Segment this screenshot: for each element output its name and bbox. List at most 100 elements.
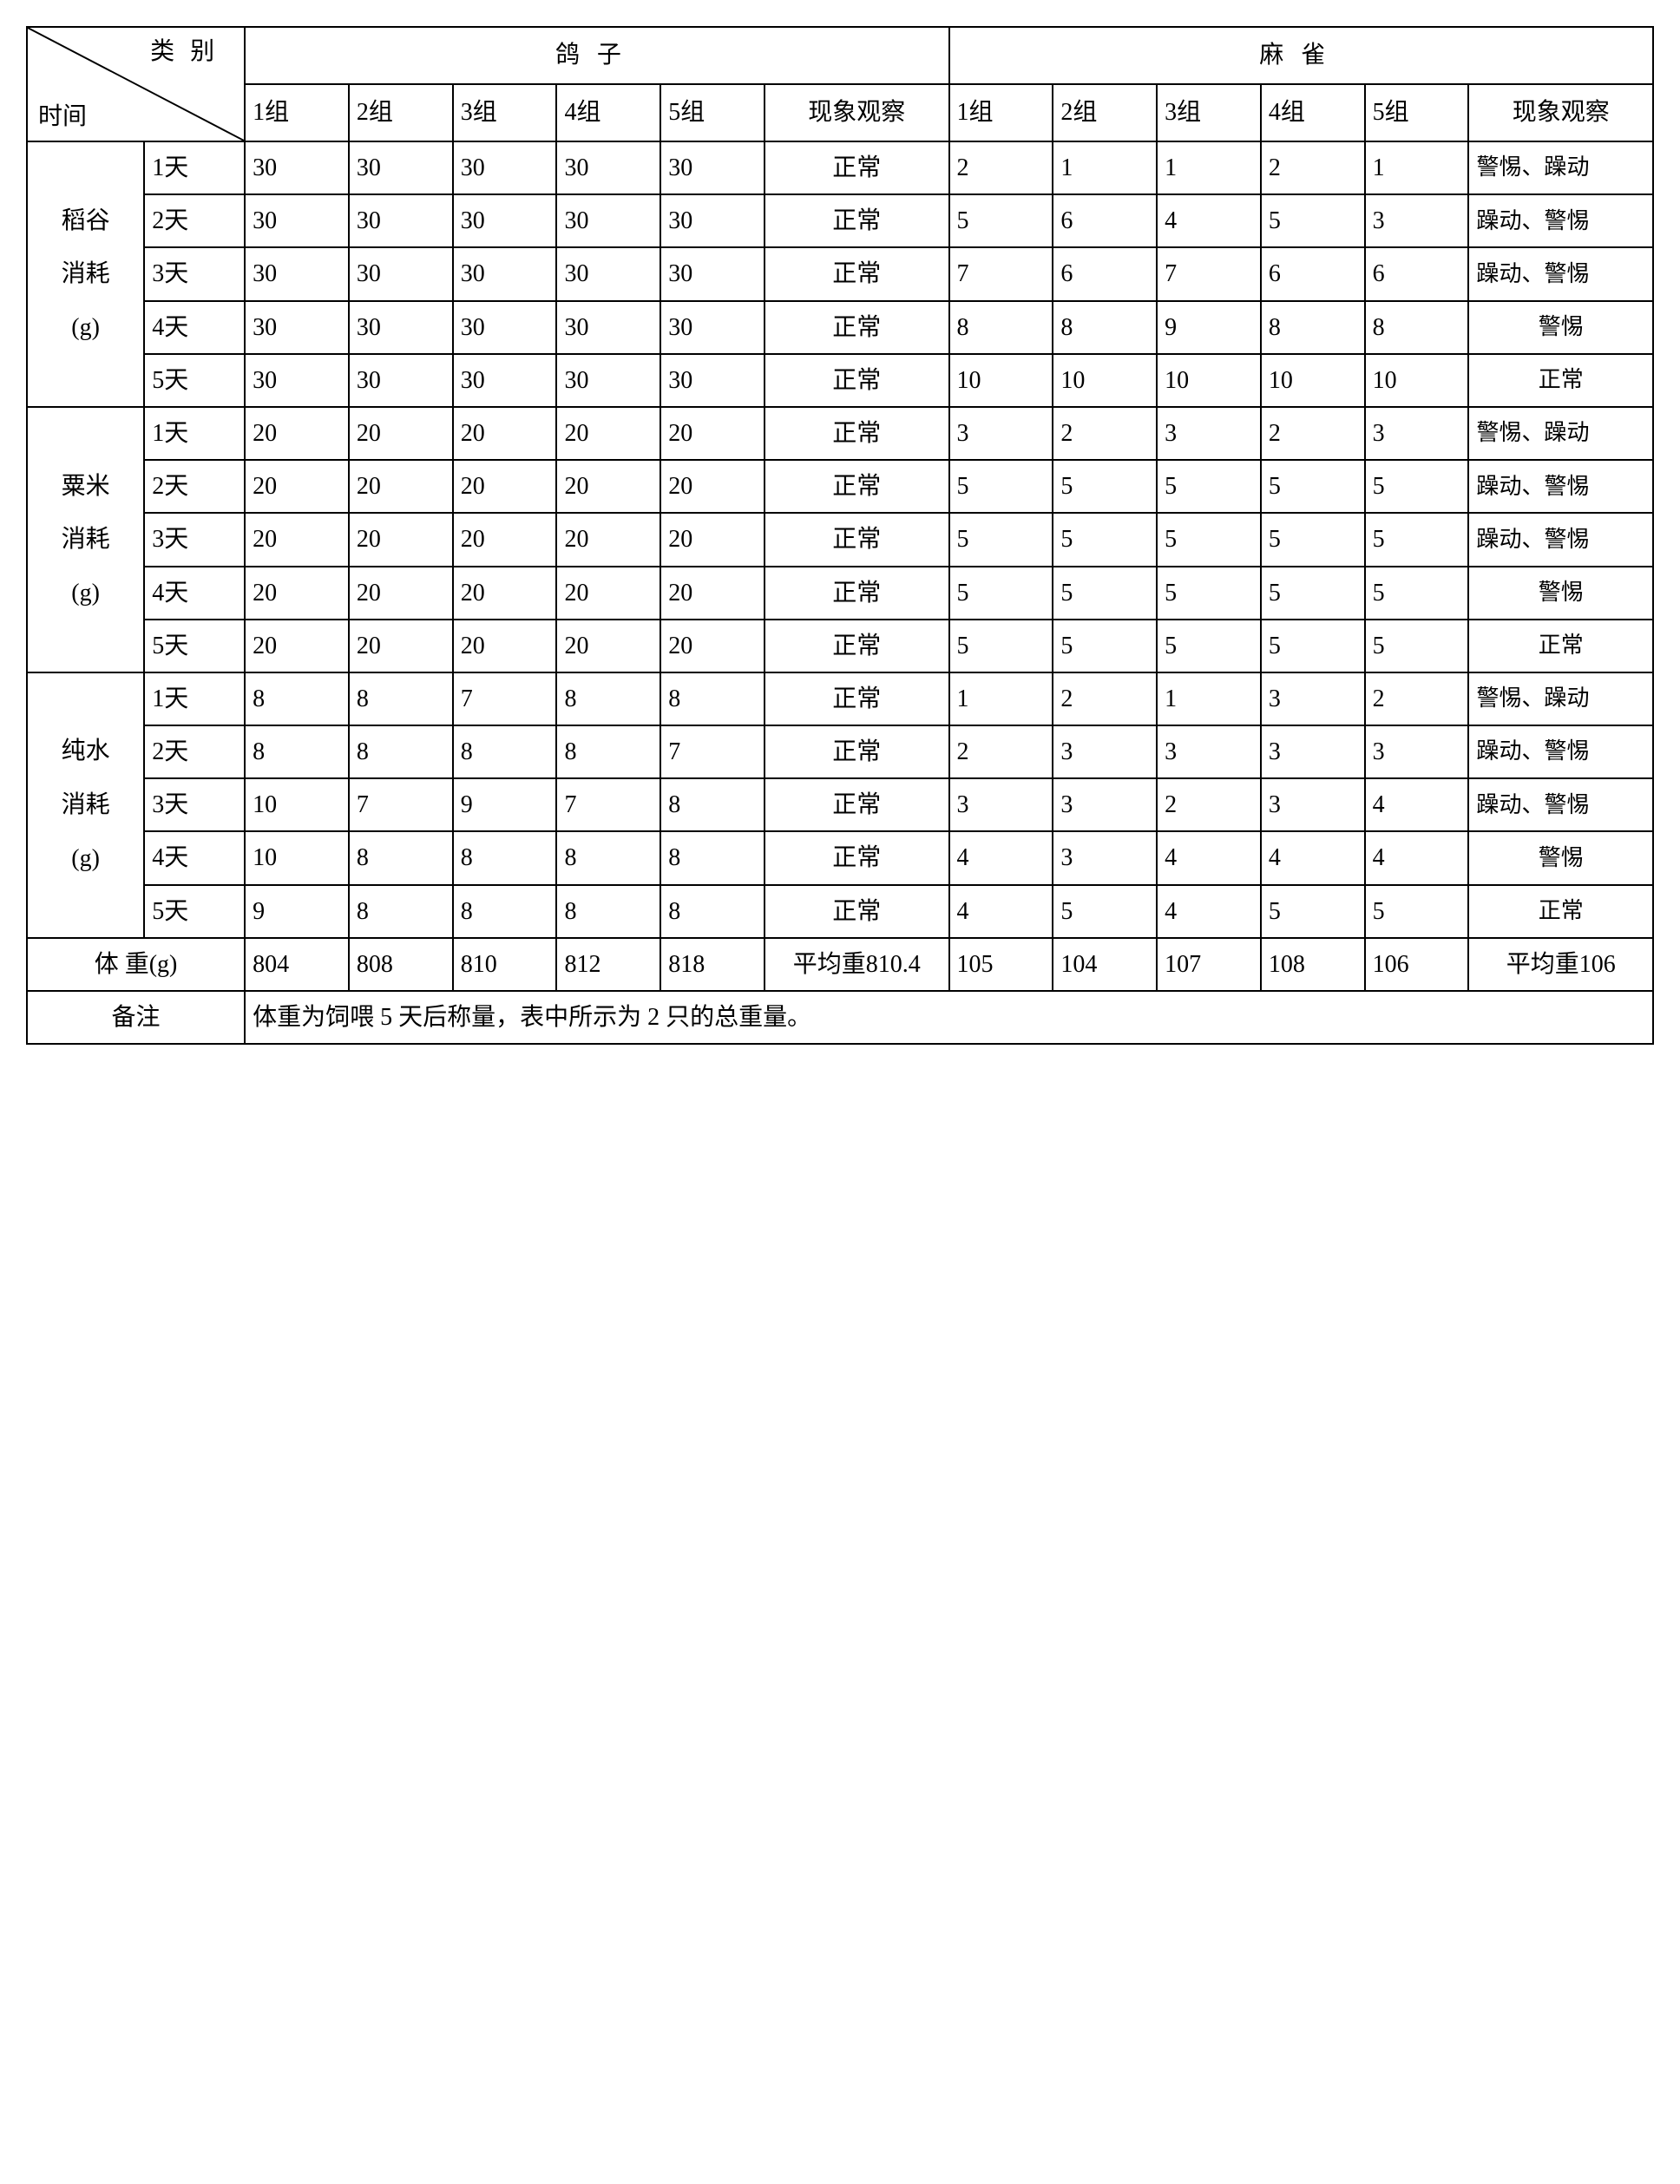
- cell: 4: [1157, 885, 1261, 938]
- obs: 警惕、躁动: [1468, 407, 1653, 460]
- obs: 警惕、躁动: [1468, 672, 1653, 725]
- cell: 810: [453, 938, 557, 991]
- cell: 3: [1157, 725, 1261, 778]
- cell: 5: [1261, 513, 1365, 566]
- cell: 5: [1261, 460, 1365, 513]
- cell: 8: [556, 672, 660, 725]
- cell: 20: [660, 407, 765, 460]
- cell: 5: [1261, 885, 1365, 938]
- obs: 警惕: [1468, 567, 1653, 620]
- cell: 107: [1157, 938, 1261, 991]
- cell: 8: [949, 301, 1053, 354]
- day: 1天: [144, 141, 245, 194]
- cell: 4: [949, 831, 1053, 884]
- cell: 3: [1261, 672, 1365, 725]
- cell: 8: [453, 885, 557, 938]
- table-row: 3天 107978 正常 33234 躁动、警惕: [27, 778, 1653, 831]
- table-header-row-2: 1组 2组 3组 4组 5组 现象观察 1组 2组 3组 4组 5组 现象观察: [27, 84, 1653, 141]
- weight-label: 体 重(g): [27, 938, 245, 991]
- label: 稻谷: [35, 194, 136, 248]
- cell: 808: [349, 938, 453, 991]
- cell: 8: [660, 778, 765, 831]
- cell: 20: [349, 460, 453, 513]
- obs: 正常: [1468, 885, 1653, 938]
- cell: 4: [1365, 831, 1469, 884]
- table-row: 5天 98888 正常 45455 正常: [27, 885, 1653, 938]
- cell: 30: [349, 141, 453, 194]
- cell: 8: [349, 831, 453, 884]
- cell: 5: [1053, 460, 1157, 513]
- cell: 30: [556, 247, 660, 300]
- cell: 30: [453, 194, 557, 247]
- cell: 30: [245, 301, 349, 354]
- day: 4天: [144, 831, 245, 884]
- cell: 7: [949, 247, 1053, 300]
- cell: 812: [556, 938, 660, 991]
- cell: 2: [1157, 778, 1261, 831]
- obs: 正常: [765, 567, 949, 620]
- cell: 1: [949, 672, 1053, 725]
- cell: 5: [1365, 460, 1469, 513]
- cell: 5: [949, 567, 1053, 620]
- table-row: 2天 3030303030 正常 56453 躁动、警惕: [27, 194, 1653, 247]
- cell: 20: [453, 460, 557, 513]
- cell: 20: [556, 513, 660, 566]
- obs: 警惕: [1468, 831, 1653, 884]
- cell: 20: [660, 460, 765, 513]
- cell: 20: [349, 567, 453, 620]
- header-pigeon: 鸽子: [245, 27, 948, 84]
- obs: 躁动、警惕: [1468, 513, 1653, 566]
- cell: 104: [1053, 938, 1157, 991]
- cell: 3: [1365, 194, 1469, 247]
- cell: 9: [1157, 301, 1261, 354]
- obs: 正常: [765, 885, 949, 938]
- day: 5天: [144, 354, 245, 407]
- cell: 8: [1053, 301, 1157, 354]
- cell: 30: [660, 247, 765, 300]
- weight-row: 体 重(g) 804 808 810 812 818 平均重810.4 105 …: [27, 938, 1653, 991]
- cell: 4: [1157, 831, 1261, 884]
- cell: 5: [1261, 620, 1365, 672]
- cell: 5: [1157, 567, 1261, 620]
- cell: 30: [556, 301, 660, 354]
- cell: 5: [1053, 513, 1157, 566]
- cell: 10: [245, 778, 349, 831]
- day: 2天: [144, 725, 245, 778]
- obs: 正常: [765, 460, 949, 513]
- cell: 30: [660, 194, 765, 247]
- cell: 3: [1365, 725, 1469, 778]
- remark-label: 备注: [27, 991, 245, 1044]
- cell: 3: [1053, 778, 1157, 831]
- cell: 5: [949, 460, 1053, 513]
- table-row: 3天 3030303030 正常 76766 躁动、警惕: [27, 247, 1653, 300]
- cell: 3: [1261, 778, 1365, 831]
- day: 3天: [144, 247, 245, 300]
- diagonal-header: 类别 时间: [27, 27, 245, 141]
- cell: 30: [245, 354, 349, 407]
- table-row: 5天 2020202020 正常 55555 正常: [27, 620, 1653, 672]
- cell: 8: [349, 725, 453, 778]
- cell: 8: [349, 885, 453, 938]
- col-p2: 2组: [349, 84, 453, 141]
- label: (g): [35, 567, 136, 620]
- cell: 6: [1053, 247, 1157, 300]
- label: 消耗: [35, 513, 136, 567]
- cell: 8: [660, 831, 765, 884]
- cell: 5: [1365, 513, 1469, 566]
- cell: 30: [349, 301, 453, 354]
- cell: 7: [556, 778, 660, 831]
- cell: 3: [949, 407, 1053, 460]
- cell: 30: [349, 354, 453, 407]
- obs: 躁动、警惕: [1468, 778, 1653, 831]
- label: 纯水: [35, 725, 136, 778]
- day: 5天: [144, 620, 245, 672]
- obs: 正常: [765, 247, 949, 300]
- obs: 正常: [765, 778, 949, 831]
- table-row: 2天 88887 正常 23333 躁动、警惕: [27, 725, 1653, 778]
- cell: 7: [660, 725, 765, 778]
- col-s3: 3组: [1157, 84, 1261, 141]
- table-row: 纯水 消耗 (g) 1天 88788 正常 12132 警惕、躁动: [27, 672, 1653, 725]
- table-row: 3天 2020202020 正常 55555 躁动、警惕: [27, 513, 1653, 566]
- label: 粟米: [35, 460, 136, 514]
- col-p3: 3组: [453, 84, 557, 141]
